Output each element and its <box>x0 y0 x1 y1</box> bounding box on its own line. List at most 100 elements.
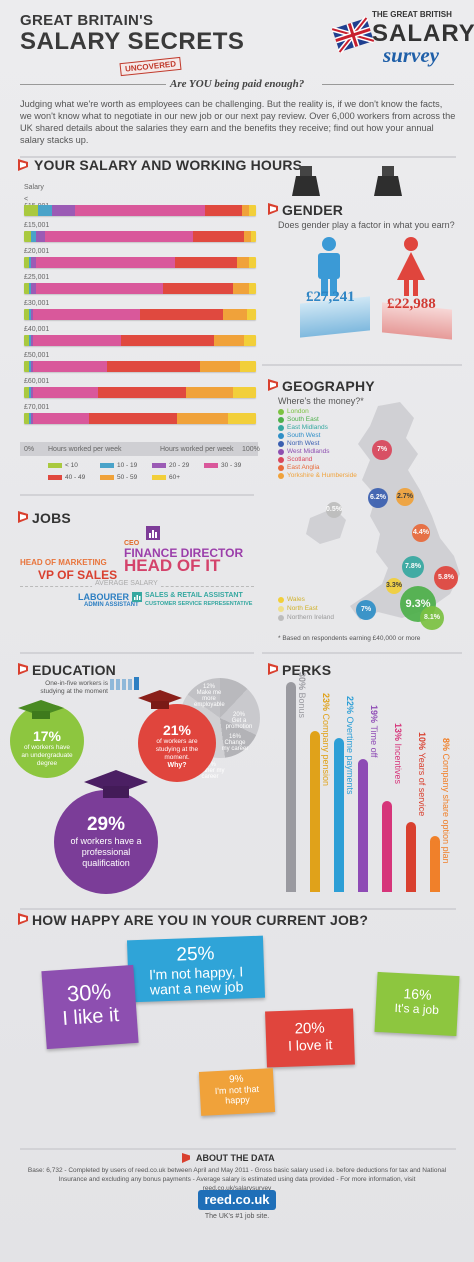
pie-pct-3: 16% <box>228 734 241 740</box>
title-line1: GREAT BRITAIN'S <box>20 12 154 29</box>
undergrad-pct: 17% <box>32 728 62 744</box>
legend-label: 60+ <box>169 474 181 481</box>
chart-icon <box>132 592 142 602</box>
happy-heading: HOW HAPPY ARE YOU IN YOUR CURRENT JOB? <box>32 912 369 928</box>
bar-segment <box>248 283 256 294</box>
salary-bar-row <box>24 387 256 398</box>
pie-segment-4: 37% Further my career <box>190 762 230 780</box>
perk-name: Company pension <box>321 713 331 787</box>
region-label: East Midlands <box>287 424 328 431</box>
bar-segment <box>186 387 233 398</box>
pie-segment-3: 16% Change my career <box>220 734 250 752</box>
bar-segment <box>24 205 38 216</box>
salary-bar-row <box>24 309 256 320</box>
legend-swatch <box>152 475 166 480</box>
bar-segment <box>30 361 34 372</box>
perk-name: Overtime payments <box>345 716 355 795</box>
bar-segment <box>30 283 36 294</box>
legend-label: 20 - 29 <box>169 462 190 469</box>
legend-item: 20 - 29 <box>152 462 189 469</box>
job-customer-service: CUSTOMER SERVICE REPRESENTATIVE <box>145 601 253 607</box>
region-value-bubble: 3.3% <box>386 578 402 594</box>
axis-0-label: 0% <box>24 446 35 453</box>
perk-bar <box>406 822 416 892</box>
bar-segment <box>228 413 256 424</box>
region-value-bubble: 7% <box>372 440 392 460</box>
salary-bar-row <box>24 257 256 268</box>
perk-label: 10% Years of service <box>417 732 427 816</box>
region-dot <box>278 473 284 479</box>
perk-label: 8% Company share option plan <box>441 738 451 864</box>
pie-segment-1: 12% Make me more employable <box>194 684 225 708</box>
region-dot <box>278 606 284 612</box>
salary-bar-row <box>24 361 256 372</box>
bar-segment <box>24 283 29 294</box>
reed-logo[interactable]: reed.co.uk <box>198 1190 276 1210</box>
legend-label: 30 - 39 <box>221 462 242 469</box>
bar-segment <box>232 283 249 294</box>
region-label: Northern Ireland <box>287 614 334 621</box>
bubble-16: 16% It's a job <box>374 971 460 1037</box>
region-label: North East <box>287 605 318 612</box>
region-label: East Anglia <box>287 464 320 471</box>
average-salary-label: AVERAGE SALARY <box>92 580 161 587</box>
bar-segment <box>30 387 34 398</box>
bar-segment <box>28 283 31 294</box>
legend-swatch <box>48 463 62 468</box>
professional-bubble: 29% of workers have a professional quali… <box>54 790 158 894</box>
legend-item: 10 - 19 <box>100 462 137 469</box>
people-icons <box>110 677 139 690</box>
region-dot <box>278 425 284 431</box>
bar-segment <box>223 309 247 320</box>
bar-segment <box>214 335 245 346</box>
legend-item: 30 - 39 <box>204 462 241 469</box>
perk-pct: 8% <box>441 738 451 754</box>
perk-pct: 30% <box>297 672 307 693</box>
flag-marker-icon <box>18 511 28 523</box>
chart-icon <box>146 526 160 540</box>
region-dot <box>278 417 284 423</box>
bar-segment <box>163 283 233 294</box>
region-value-bubble: 7.8% <box>402 556 424 578</box>
bar-segment <box>24 387 29 398</box>
salary-heading: YOUR SALARY AND WORKING HOURS <box>34 157 303 173</box>
union-jack-flag-icon <box>332 16 374 54</box>
bar-segment <box>28 361 31 372</box>
region-dot <box>278 441 284 447</box>
perk-bar <box>286 682 296 892</box>
job-finance-director: FINANCE DIRECTOR <box>124 546 244 560</box>
bar-segment <box>28 335 31 346</box>
male-figure-icon <box>318 237 340 296</box>
professional-pct: 29% <box>86 814 126 835</box>
bar-segment <box>139 309 224 320</box>
bar-segment <box>37 205 52 216</box>
logo-line1: THE GREAT BRITISH <box>372 10 452 19</box>
geography-question: Where's the money?* <box>278 396 364 406</box>
pie-pct-4: 37% <box>203 762 216 768</box>
bar-segment <box>33 361 108 372</box>
bubble-30-text: I like it <box>61 1004 120 1030</box>
bar-segment <box>121 335 215 346</box>
bubble-30: 30% I like it <box>41 964 139 1050</box>
reed-tagline: The UK's #1 job site. <box>204 1213 270 1220</box>
jobs-heading: JOBS <box>32 510 71 526</box>
bar-segment <box>204 205 243 216</box>
spotlight-right-icon <box>374 166 402 196</box>
studying-text: of workers are studying at the moment. <box>155 738 199 761</box>
job-labourer: LABOURER <box>78 592 129 602</box>
region-label: South West <box>287 432 321 439</box>
salary-bar-row <box>24 231 256 242</box>
bar-segment <box>33 413 89 424</box>
bar-segment <box>30 231 36 242</box>
section-divider <box>20 494 254 496</box>
studying-pct: 21% <box>162 722 192 738</box>
bar-segment <box>174 257 238 268</box>
legend-swatch <box>100 463 114 468</box>
pie-segment-2: 20% Get a promotion <box>224 712 254 730</box>
bubble-9-text: I'm not that happy <box>214 1083 260 1106</box>
bar-segment <box>33 335 122 346</box>
flag-marker-icon <box>18 913 28 925</box>
region-value-bubble: 4.4% <box>412 524 430 542</box>
legend-swatch <box>48 475 62 480</box>
pie-pct-2: 20% <box>232 712 245 718</box>
